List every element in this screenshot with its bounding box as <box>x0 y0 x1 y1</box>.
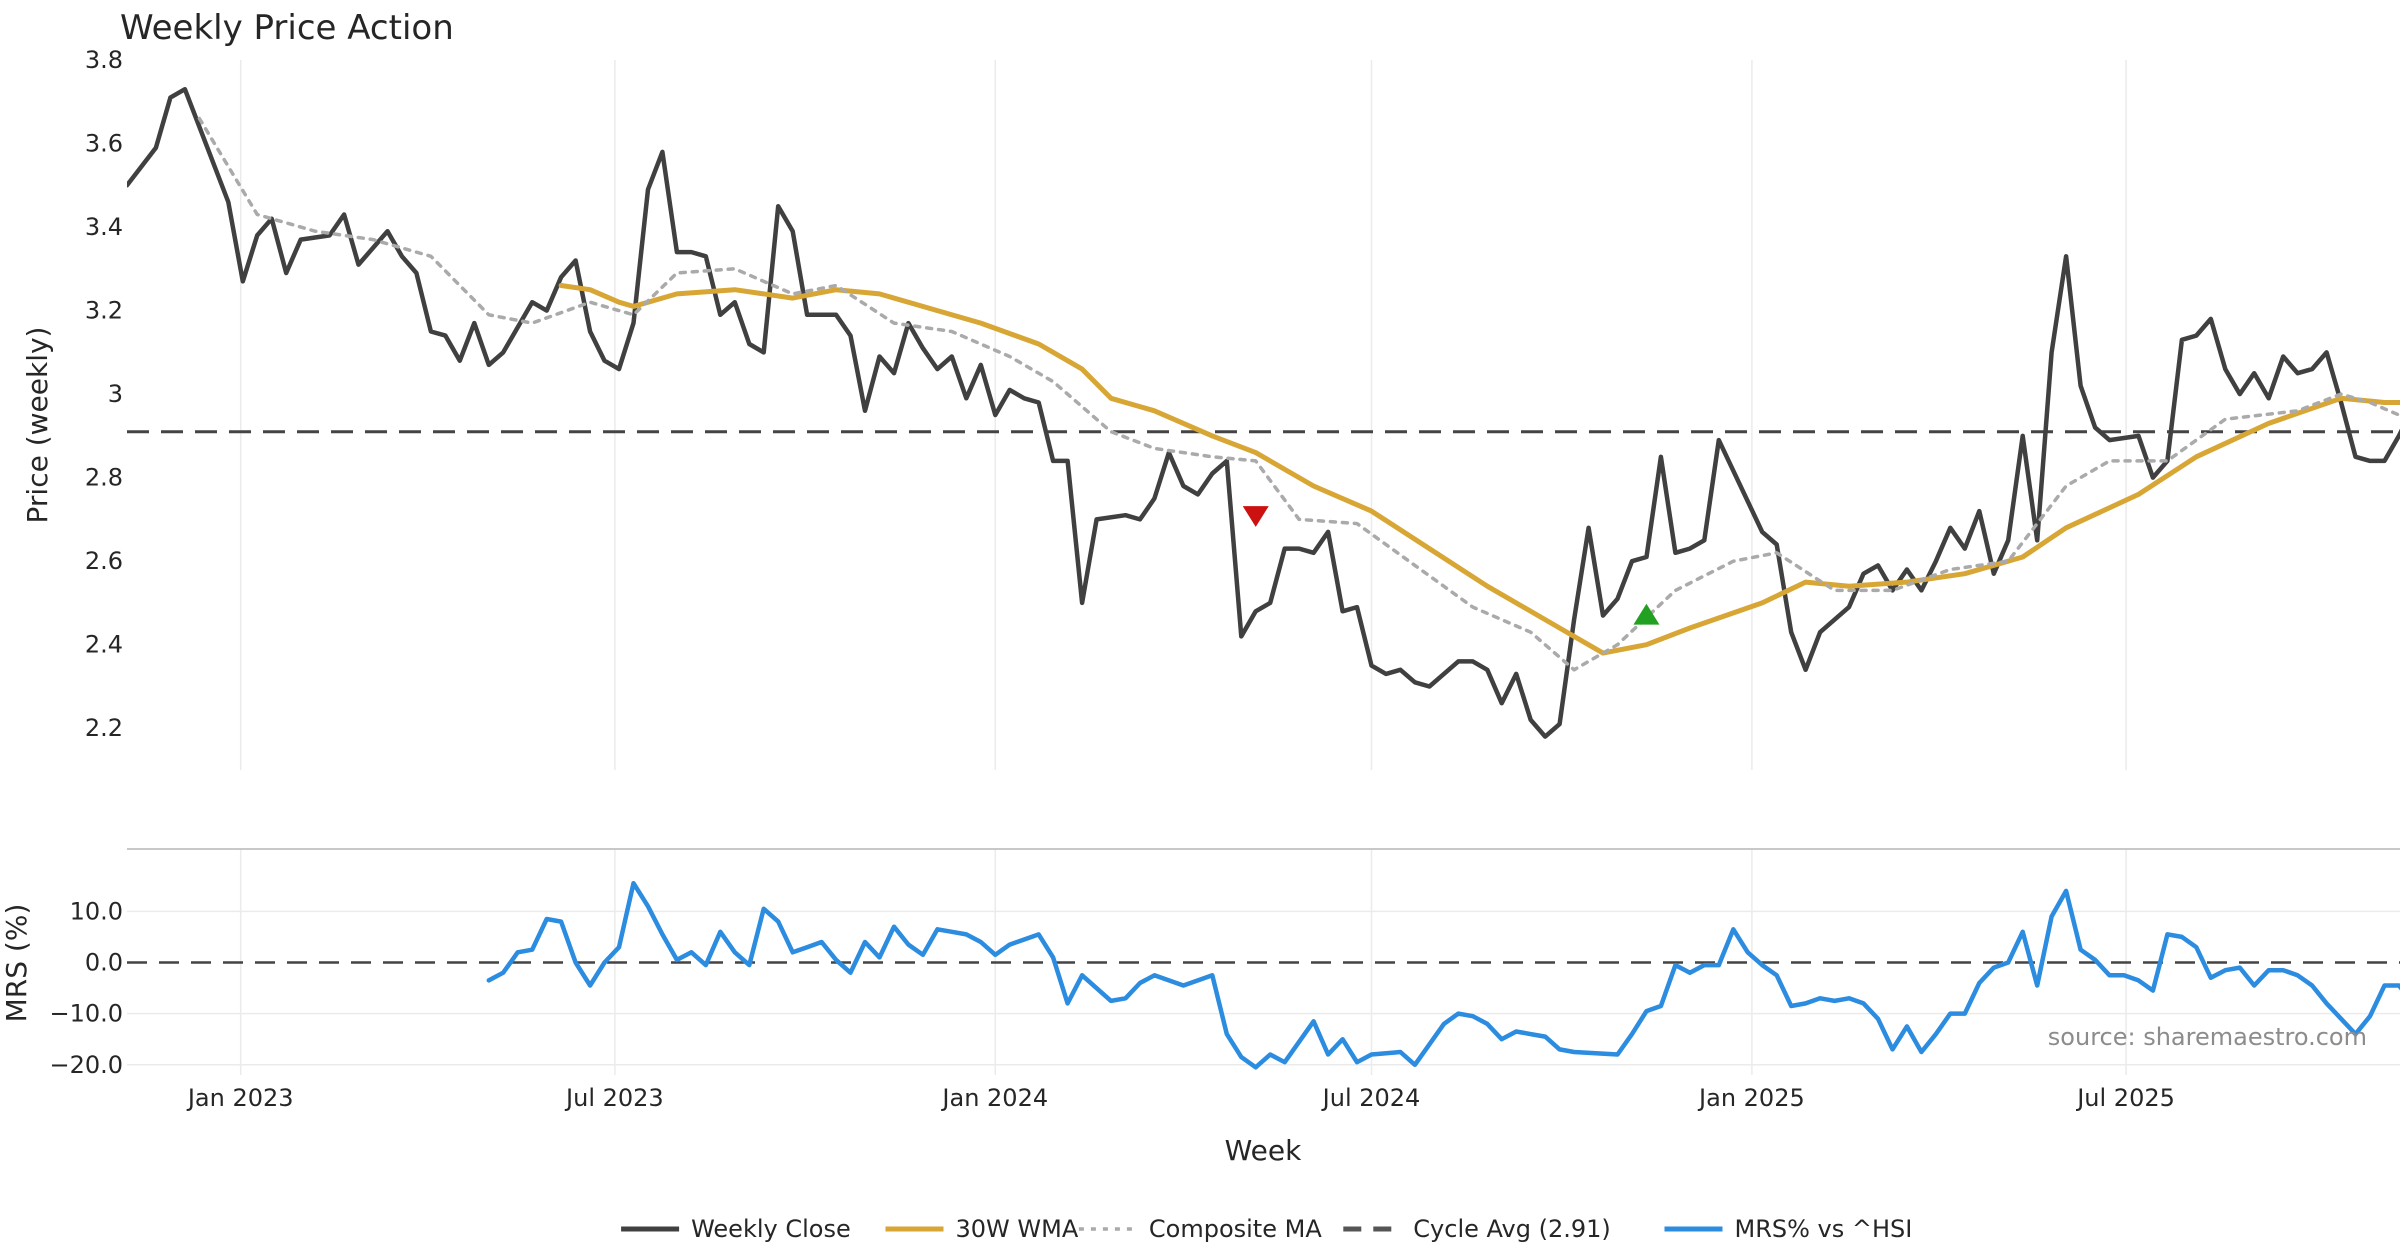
x-tick-label: Jan 2024 <box>940 1084 1048 1112</box>
series-mrs-vs-hsi-line <box>486 880 2400 1070</box>
mrs-y-tick-label: −20.0 <box>49 1051 123 1079</box>
price-y-axis-label: Price (weekly) <box>21 327 54 524</box>
x-tick-label: Jan 2023 <box>186 1084 294 1112</box>
buy-signal-marker <box>1633 603 1660 625</box>
legend-item-composite-ma: Composite MA <box>1078 1215 1322 1243</box>
price-y-tick-label: 2.6 <box>85 547 123 575</box>
price-y-tick-label: 3.4 <box>85 213 123 241</box>
legend-label: MRS% vs ^HSI <box>1735 1215 1913 1243</box>
mrs-y-axis-label: MRS (%) <box>0 904 33 1023</box>
price-y-tick-label: 2.8 <box>85 464 123 492</box>
mrs-y-tick-label: 0.0 <box>85 949 123 977</box>
legend-label: Cycle Avg (2.91) <box>1413 1215 1610 1243</box>
legend: Weekly Close 30W WMA Composite MA Cycle Avg… <box>621 1215 1912 1243</box>
price-panel: 2.2 2.4 2.6 2.8 3 3.2 3.4 3.6 3.8 Price (weekly) <box>21 46 2400 770</box>
signal-markers <box>1242 506 1660 625</box>
price-y-tick-label: 3.8 <box>85 46 123 74</box>
price-y-tick-label: 3 <box>108 380 123 408</box>
price-y-tick-label: 3.2 <box>85 297 123 325</box>
mrs-y-ticks: 10.0 0.0 −10.0 −20.0 <box>49 897 123 1078</box>
x-tick-label: Jul 2023 <box>564 1084 664 1112</box>
series-composite-ma-line <box>197 116 2400 672</box>
legend-item-cycle-avg-2-91: Cycle Avg (2.91) <box>1343 1215 1611 1243</box>
mrs-y-tick-label: −10.0 <box>49 1000 123 1028</box>
x-axis-ticks: Jan 2023 Jul 2023 Jan 2024 Jul 2024 Jan 2025… <box>186 1084 2175 1112</box>
source-note: source: sharemaestro.com <box>2048 1023 2367 1051</box>
legend-label: Weekly Close <box>691 1215 851 1243</box>
price-y-tick-label: 2.2 <box>85 714 123 742</box>
chart-title: Weekly Price Action <box>120 8 454 48</box>
mrs-panel: 10.0 0.0 −10.0 −20.0 MRS (%) source: sharem… <box>0 850 2400 1079</box>
series-30w-wma-line <box>558 283 2400 656</box>
price-series <box>127 86 2400 739</box>
legend-label: Composite MA <box>1149 1215 1322 1243</box>
legend-item-mrs-vs-hsi: MRS% vs ^HSI <box>1664 1215 1913 1243</box>
x-tick-label: Jan 2025 <box>1697 1084 1805 1112</box>
sell-signal-marker <box>1242 506 1269 527</box>
mrs-series <box>486 880 2400 1070</box>
series-weekly-close-line <box>127 86 2400 739</box>
legend-label: 30W WMA <box>956 1215 1079 1243</box>
legend-item-30w-wma: 30W WMA <box>885 1215 1079 1243</box>
price-y-ticks: 2.2 2.4 2.6 2.8 3 3.2 3.4 3.6 3.8 <box>85 46 123 742</box>
x-tick-label: Jul 2024 <box>1321 1084 1421 1112</box>
price-gridlines <box>239 60 2127 770</box>
mrs-y-tick-label: 10.0 <box>70 897 123 925</box>
price-y-tick-label: 3.6 <box>85 130 123 158</box>
x-axis-label: Week <box>1225 1134 1302 1167</box>
legend-item-weekly-close: Weekly Close <box>621 1215 851 1243</box>
price-y-tick-label: 2.4 <box>85 631 123 659</box>
x-tick-label: Jul 2025 <box>2075 1084 2175 1112</box>
